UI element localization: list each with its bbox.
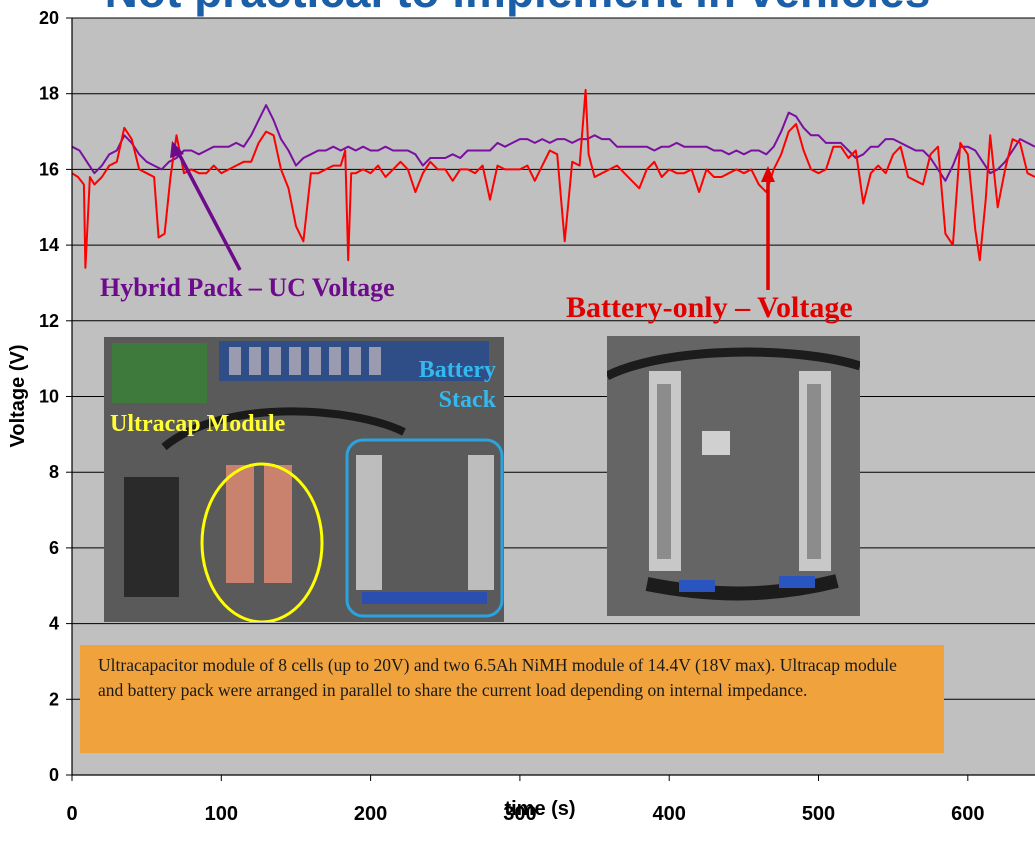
y-tick-label: 8: [49, 462, 59, 482]
ultracap-module-label: Ultracap Module: [110, 409, 285, 439]
x-tick-label: 0: [66, 803, 77, 825]
x-axis-title: time (s): [504, 798, 575, 820]
battery-series-label: Battery-only – Voltage: [566, 291, 853, 324]
battery-stack-label: Battery Stack: [386, 355, 496, 415]
x-tick-label: 600: [951, 803, 984, 825]
y-tick-label: 0: [49, 765, 59, 785]
y-tick-label: 20: [39, 8, 59, 28]
x-tick-label: 500: [802, 803, 835, 825]
hybrid-series-label: Hybrid Pack – UC Voltage: [100, 273, 395, 302]
y-tick-label: 6: [49, 538, 59, 558]
battery-only-illustration: [607, 336, 860, 616]
description-note: Ultracapacitor module of 8 cells (up to …: [80, 645, 944, 753]
y-tick-label: 2: [49, 689, 59, 709]
y-tick-label: 18: [39, 84, 59, 104]
battery-only-photo: [607, 336, 860, 616]
y-tick-label: 12: [39, 311, 59, 331]
x-tick-label: 100: [205, 803, 238, 825]
y-axis-title: Voltage (V): [7, 345, 29, 448]
x-tick-label: 400: [653, 803, 686, 825]
y-tick-label: 4: [49, 614, 59, 634]
y-tick-label: 14: [39, 235, 59, 255]
hybrid-pack-photo: Ultracap Module Battery Stack: [104, 337, 504, 622]
y-tick-label: 16: [39, 159, 59, 179]
y-tick-label: 10: [39, 387, 59, 407]
x-tick-label: 200: [354, 803, 387, 825]
